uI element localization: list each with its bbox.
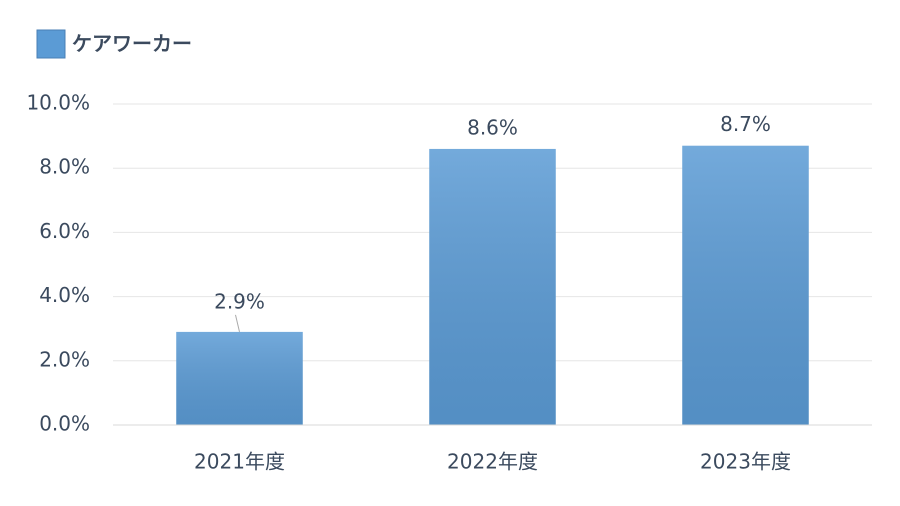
- legend-label: ケアワーカー: [72, 32, 192, 56]
- leader-line: [235, 314, 240, 333]
- x-tick-label: 2021年度: [194, 450, 285, 474]
- data-label: 8.6%: [467, 115, 518, 139]
- bar-shade: [682, 145, 809, 426]
- bar-shade: [429, 148, 556, 425]
- y-tick-label: 8.0%: [39, 155, 90, 179]
- y-tick-label: 2.0%: [39, 347, 90, 371]
- y-tick-label: 6.0%: [39, 219, 90, 243]
- bar-shade: [176, 331, 303, 425]
- y-tick-label: 0.0%: [39, 412, 90, 436]
- y-tick-label: 4.0%: [39, 283, 90, 307]
- legend-swatch: [36, 29, 66, 59]
- x-tick-label: 2023年度: [700, 450, 791, 474]
- data-label: 2.9%: [214, 289, 265, 313]
- x-tick-label: 2022年度: [447, 450, 538, 474]
- y-tick-label: 10.0%: [26, 91, 90, 115]
- data-label: 8.7%: [720, 112, 771, 136]
